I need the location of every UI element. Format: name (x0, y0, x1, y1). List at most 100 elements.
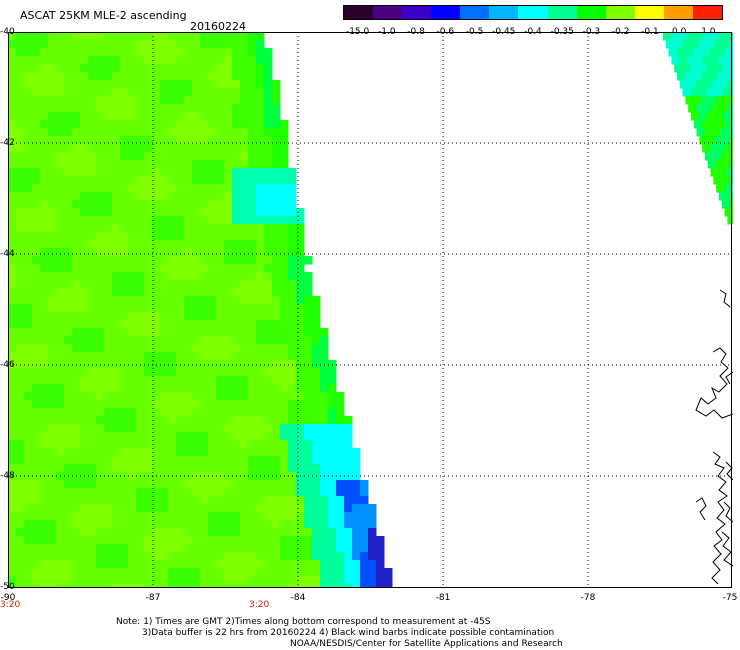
data-pixel (152, 200, 161, 209)
data-pixel (128, 152, 137, 161)
data-pixel (8, 232, 17, 241)
data-pixel (224, 416, 233, 425)
data-pixel (721, 200, 731, 209)
data-pixel (264, 48, 273, 57)
data-pixel (144, 576, 153, 585)
data-pixel (56, 248, 65, 257)
data-pixel (136, 80, 145, 89)
colorbar-segment (692, 6, 723, 19)
data-pixel (136, 96, 145, 105)
data-pixel (120, 160, 129, 169)
data-pixel (200, 560, 209, 569)
data-pixel (64, 440, 73, 449)
data-pixel (72, 328, 81, 337)
data-pixel (112, 256, 121, 265)
data-pixel (80, 72, 89, 81)
data-pixel (336, 488, 345, 497)
data-pixel (232, 144, 241, 153)
data-pixel (128, 272, 137, 281)
data-pixel (64, 552, 73, 561)
data-pixel (368, 528, 377, 537)
data-pixel (16, 200, 25, 209)
data-pixel (264, 304, 273, 313)
data-pixel (144, 40, 153, 49)
data-pixel (264, 288, 273, 297)
data-pixel (152, 544, 161, 553)
data-pixel (248, 128, 257, 137)
data-pixel (64, 480, 73, 489)
data-pixel (296, 344, 305, 353)
data-pixel (112, 416, 121, 425)
data-pixel (144, 536, 153, 545)
data-pixel (64, 320, 73, 329)
data-pixel (144, 424, 153, 433)
data-pixel (96, 64, 105, 73)
data-pixel (719, 32, 728, 41)
data-pixel (80, 120, 89, 129)
data-pixel (136, 504, 145, 513)
data-pixel (272, 232, 281, 241)
data-pixel (144, 384, 153, 393)
data-pixel (168, 288, 177, 297)
data-pixel (88, 208, 97, 217)
data-pixel (64, 64, 73, 73)
data-pixel (104, 32, 113, 41)
data-pixel (168, 296, 177, 305)
data-pixel (96, 120, 105, 129)
data-pixel (168, 328, 177, 337)
data-pixel (112, 392, 121, 401)
data-pixel (725, 72, 733, 81)
data-pixel (56, 48, 65, 57)
data-pixel (152, 448, 161, 457)
data-pixel (72, 352, 81, 361)
data-pixel (727, 56, 733, 65)
data-pixel (72, 144, 81, 153)
data-pixel (216, 320, 225, 329)
data-pixel (96, 392, 105, 401)
data-pixel (184, 400, 193, 409)
data-pixel (24, 248, 33, 257)
data-pixel (120, 544, 129, 553)
data-pixel (248, 440, 257, 449)
data-pixel (64, 544, 73, 553)
data-pixel (272, 264, 281, 273)
data-pixel (88, 584, 97, 588)
data-pixel (24, 392, 33, 401)
data-pixel (144, 480, 153, 489)
data-pixel (24, 192, 33, 201)
data-pixel (724, 208, 733, 217)
data-pixel (216, 160, 225, 169)
data-pixel (128, 408, 137, 417)
data-pixel (376, 576, 385, 585)
data-pixel (264, 160, 273, 169)
map-plot (8, 32, 733, 588)
data-pixel (200, 208, 209, 217)
data-pixel (72, 344, 81, 353)
data-pixel (80, 424, 89, 433)
data-pixel (224, 536, 233, 545)
data-pixel (16, 528, 25, 537)
data-pixel (144, 408, 153, 417)
data-pixel (120, 184, 129, 193)
data-pixel (344, 552, 353, 561)
data-pixel (296, 280, 305, 289)
data-pixel (160, 552, 169, 561)
data-pixel (152, 296, 161, 305)
data-pixel (96, 432, 105, 441)
data-pixel (248, 40, 257, 49)
data-pixel (176, 328, 185, 337)
data-pixel (72, 512, 81, 521)
data-pixel (56, 312, 65, 321)
data-pixel (88, 136, 97, 145)
data-pixel (112, 224, 121, 233)
data-pixel (176, 64, 185, 73)
data-pixel (16, 112, 25, 121)
data-pixel (240, 280, 249, 289)
data-pixel (24, 120, 33, 129)
data-pixel (200, 320, 209, 329)
data-pixel (328, 360, 337, 369)
data-pixel (192, 336, 201, 345)
data-pixel (112, 208, 121, 217)
data-pixel (48, 64, 57, 73)
data-pixel (224, 512, 233, 521)
